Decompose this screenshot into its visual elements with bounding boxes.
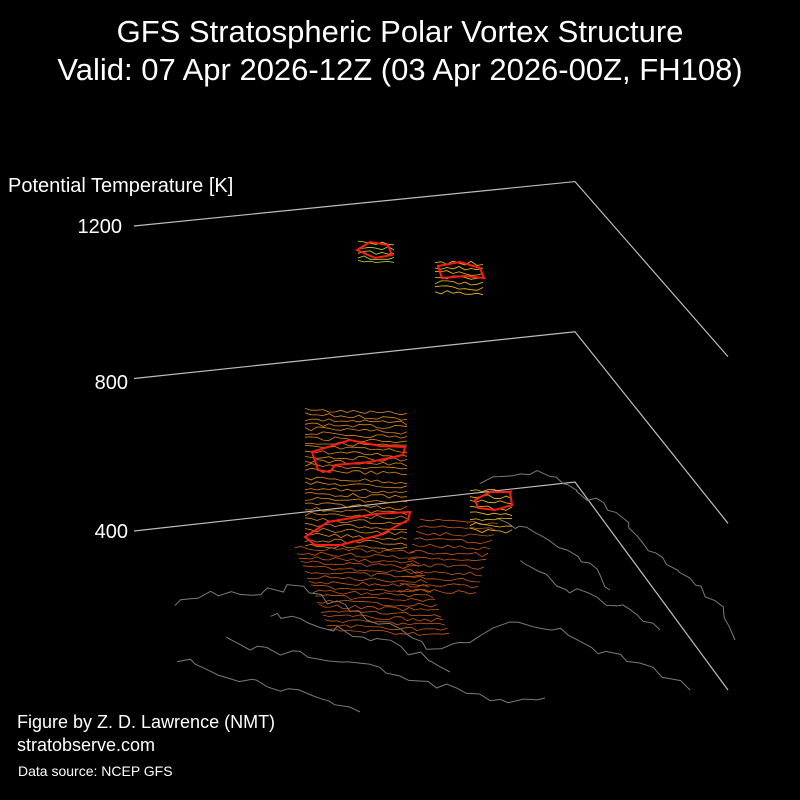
vortex-edges	[303, 240, 514, 546]
contour-line	[304, 426, 408, 435]
chart-title: GFS Stratospheric Polar Vortex Structure	[116, 14, 684, 49]
contour-line	[324, 619, 446, 626]
contour-line	[357, 255, 395, 260]
axis-planes	[133, 180, 729, 691]
coastlines	[174, 470, 736, 713]
z-axis-label: Potential Temperature [K]	[8, 175, 234, 197]
vortex-edge	[354, 240, 394, 260]
contour-line	[469, 517, 513, 521]
contour-line	[304, 467, 408, 475]
contour-line	[401, 575, 481, 583]
contour-line	[399, 583, 479, 589]
contour-line	[304, 543, 408, 551]
contour-line	[312, 589, 434, 599]
contour-line	[434, 290, 484, 296]
contour-line	[318, 603, 440, 612]
contour-line	[320, 610, 442, 618]
contour-line	[306, 575, 428, 584]
contour-line	[302, 565, 424, 575]
contour-line	[315, 594, 436, 602]
contour-line	[304, 571, 426, 578]
contour-line	[304, 412, 408, 421]
vortex-contours	[294, 240, 513, 636]
contour-line	[304, 491, 408, 499]
coastline	[176, 658, 361, 713]
axis-plane-1200	[133, 180, 729, 358]
contour-line	[407, 556, 487, 562]
contour-line	[304, 476, 408, 485]
coastline	[174, 584, 691, 691]
vortex-edge	[310, 438, 407, 474]
contour-line	[469, 511, 513, 516]
contour-line	[308, 581, 430, 588]
contour-line	[304, 422, 408, 429]
contour-line	[469, 527, 513, 534]
contour-line	[328, 628, 450, 636]
contour-line	[469, 499, 513, 505]
contour-line	[304, 517, 408, 525]
contour-line	[298, 556, 420, 565]
axis-plane-800	[133, 331, 729, 524]
coastline	[479, 470, 736, 641]
contour-line	[300, 560, 422, 569]
chart-subtitle: Valid: 07 Apr 2026-12Z (03 Apr 2026-00Z,…	[57, 52, 743, 87]
contour-line	[304, 431, 408, 439]
contour-line	[434, 285, 484, 291]
contour-line	[304, 532, 408, 541]
contour-line	[294, 545, 416, 554]
contour-line	[304, 445, 408, 454]
coastline	[225, 636, 546, 704]
contour-line	[434, 280, 484, 286]
coastline	[496, 517, 611, 591]
contour-line	[357, 250, 395, 255]
contour-line	[357, 260, 395, 263]
author-credit: Figure by Z. D. Lawrence (NMT)	[17, 712, 276, 732]
contour-line	[304, 527, 408, 536]
vortex-edge	[473, 491, 514, 512]
contour-line	[304, 481, 408, 489]
website-link[interactable]: stratobserve.com	[17, 735, 156, 755]
contour-line	[405, 563, 485, 570]
data-source: Data source: NCEP GFS	[18, 763, 173, 779]
tick-label-800: 800	[94, 372, 128, 394]
contour-line	[409, 550, 489, 558]
contour-line	[304, 450, 408, 458]
tick-label-400: 400	[94, 521, 128, 543]
contour-line	[434, 270, 484, 276]
contour-line	[310, 584, 432, 593]
contour-line	[304, 497, 408, 504]
vortex-edge	[436, 260, 486, 280]
contour-line	[403, 568, 483, 577]
contour-line	[304, 502, 408, 510]
contour-line	[296, 551, 418, 559]
contour-line	[304, 418, 408, 426]
contour-line	[305, 441, 407, 447]
axis-plane-400	[133, 481, 729, 691]
contour-line	[397, 588, 477, 595]
contour-line	[322, 614, 444, 623]
contour-line	[316, 599, 438, 608]
coastline	[270, 612, 451, 673]
contour-line	[411, 543, 491, 551]
contour-line	[469, 494, 513, 500]
contour-line	[413, 537, 493, 545]
contour-line	[326, 624, 448, 632]
contour-line	[304, 511, 408, 520]
contour-line	[304, 463, 408, 470]
contour-line	[434, 266, 484, 271]
contour-line	[304, 507, 408, 515]
contour-line	[469, 522, 513, 528]
contour-line	[304, 408, 408, 416]
coastline	[520, 560, 661, 631]
tick-label-1200: 1200	[77, 216, 123, 238]
contour-line	[415, 530, 495, 537]
contour-line	[304, 487, 408, 494]
vortex-edge	[303, 510, 412, 546]
contour-line	[417, 525, 497, 532]
